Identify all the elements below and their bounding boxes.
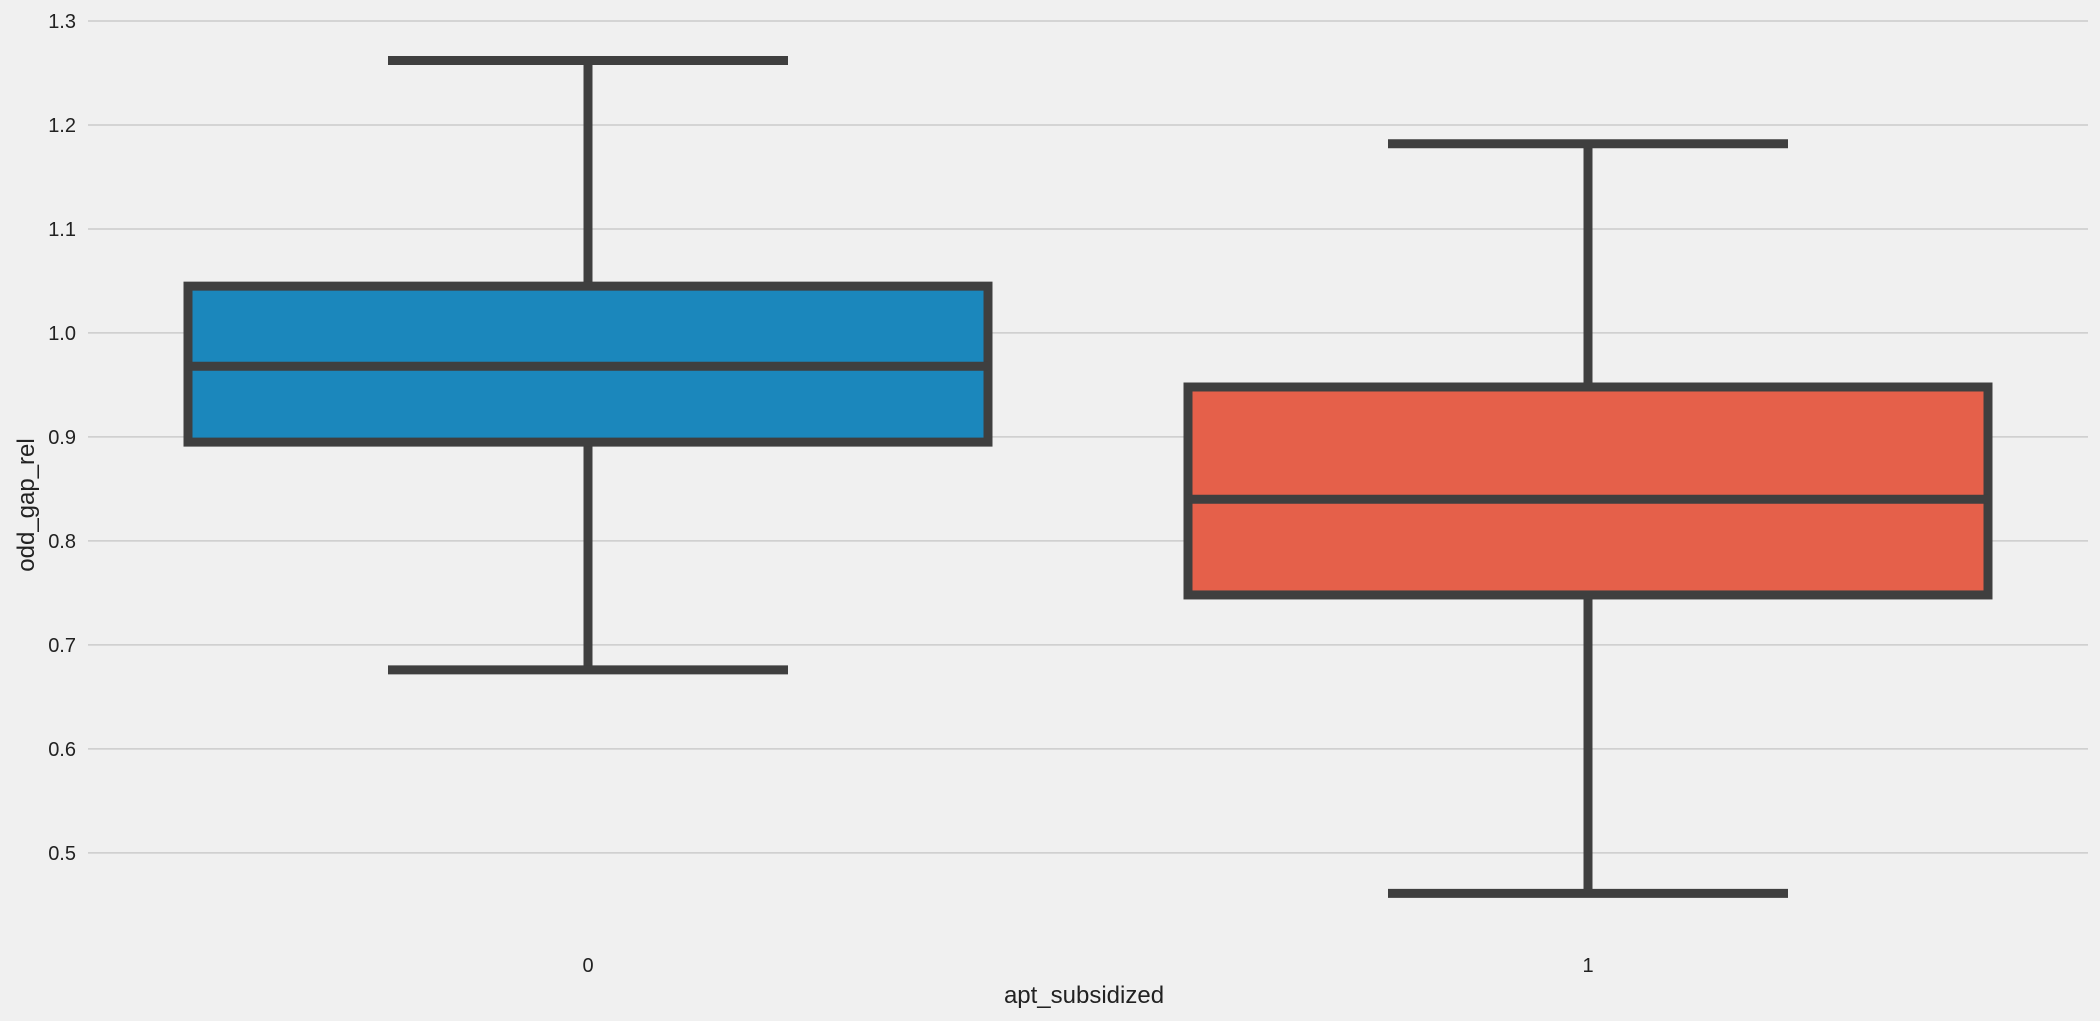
y-tick-label: 1.3 <box>48 11 76 33</box>
y-tick-label: 0.7 <box>48 635 76 657</box>
y-tick-label: 1.1 <box>48 219 76 241</box>
box-group-1 <box>1183 139 1993 898</box>
y-tick-label: 0.9 <box>48 427 76 449</box>
y-axis-label: odd_gap_rel <box>13 438 40 571</box>
boxes <box>183 56 1993 898</box>
x-axis-label: apt_subsidized <box>1004 982 1164 1009</box>
x-tick-label: 0 <box>582 955 593 977</box>
y-tick-label: 0.6 <box>48 739 76 761</box>
iqr-box <box>1183 382 1993 600</box>
y-gridlines <box>88 20 2088 854</box>
y-tick-labels: 0.5 0.6 0.7 0.8 0.9 1.0 1.1 1.2 1.3 <box>48 11 76 865</box>
box-group-0 <box>183 56 993 675</box>
y-tick-label: 0.8 <box>48 531 76 553</box>
y-tick-label: 0.5 <box>48 843 76 865</box>
y-tick-label: 1.0 <box>48 323 76 345</box>
y-tick-label: 1.2 <box>48 115 76 137</box>
x-tick-label: 1 <box>1582 955 1593 977</box>
